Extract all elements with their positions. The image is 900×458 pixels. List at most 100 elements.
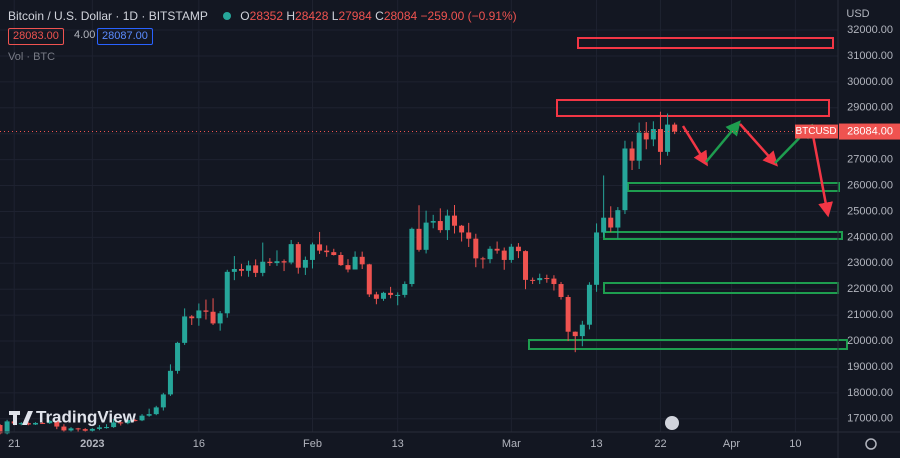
ask-button[interactable]: 28087.00 xyxy=(97,28,153,45)
currency: USD xyxy=(846,8,869,20)
candle-body xyxy=(196,310,202,319)
candle-body xyxy=(636,132,642,161)
candle-body xyxy=(444,215,450,231)
candle-body xyxy=(89,428,95,431)
candle-body xyxy=(153,407,159,415)
ohlc-value: 28084 xyxy=(383,9,418,23)
candle-body xyxy=(594,232,600,285)
y-tick-label: 19000.00 xyxy=(847,361,893,373)
y-tick-label: 29000.00 xyxy=(847,102,893,114)
candle-body xyxy=(260,261,266,273)
support-zone[interactable] xyxy=(627,182,840,192)
resistance-zone[interactable] xyxy=(577,37,834,49)
candle-body xyxy=(345,265,351,270)
candle-body xyxy=(622,148,628,211)
spread: 4.00 xyxy=(74,29,96,41)
candle-body xyxy=(672,124,678,132)
candle-body xyxy=(388,292,394,295)
candle-body xyxy=(104,427,110,429)
candle-body xyxy=(125,420,131,424)
y-tick-label: 26000.00 xyxy=(847,179,893,191)
x-tick-label: 10 xyxy=(789,438,801,450)
candle-body xyxy=(309,244,315,260)
symbol[interactable]: Bitcoin / U.S. Dollar · 1D · BITSTAMP xyxy=(8,9,208,23)
candle-body xyxy=(416,228,422,250)
candle-body xyxy=(33,422,39,425)
candle-body xyxy=(68,428,74,431)
symbol-tag-box xyxy=(795,124,838,139)
status-dot xyxy=(222,12,231,20)
support-zone[interactable] xyxy=(603,231,843,240)
arrow xyxy=(705,120,741,163)
bid-button[interactable]: 28083.00 xyxy=(8,28,64,45)
candle-body xyxy=(54,420,60,427)
y-tick-label: 30000.00 xyxy=(847,76,893,88)
candle-body xyxy=(18,423,24,425)
arrow xyxy=(810,129,833,218)
candle-body xyxy=(324,250,330,253)
candle-body xyxy=(515,246,521,252)
y-tick-label: 20000.00 xyxy=(847,335,893,347)
candle-body xyxy=(565,296,571,332)
ohlc-value: 27984 xyxy=(338,9,372,23)
resistance-zone[interactable] xyxy=(556,99,830,117)
candle-body xyxy=(61,426,67,431)
candle-body xyxy=(373,294,379,299)
candle-body xyxy=(75,428,81,430)
candle-body xyxy=(657,129,663,152)
candle-body xyxy=(139,415,145,421)
candle-body xyxy=(665,124,671,152)
support-zone[interactable] xyxy=(528,339,848,350)
candle-body xyxy=(508,246,514,260)
candle-body xyxy=(572,331,578,337)
y-tick-label: 17000.00 xyxy=(847,413,893,425)
candle-body xyxy=(359,256,365,265)
candle-body xyxy=(231,268,237,272)
y-tick-label: 23000.00 xyxy=(847,257,893,269)
change: −259.00 (−0.91%) xyxy=(420,9,517,23)
candle-body xyxy=(480,258,486,260)
candle-body xyxy=(423,222,429,250)
candle-body xyxy=(544,278,550,280)
candle-body xyxy=(409,228,415,285)
candle-body xyxy=(238,268,244,271)
x-tick-label: Mar xyxy=(502,438,521,450)
y-tick-label: 32000.00 xyxy=(847,24,893,36)
candle-body xyxy=(459,225,465,233)
candle-body xyxy=(224,271,230,314)
candle-body xyxy=(132,420,138,422)
arrow xyxy=(739,123,778,167)
support-zone[interactable] xyxy=(603,282,839,294)
candle-body xyxy=(523,251,529,280)
x-tick-label: 16 xyxy=(193,438,205,450)
settings-button[interactable] xyxy=(865,438,877,450)
candle-body xyxy=(47,420,53,424)
candle-body xyxy=(182,316,188,343)
x-tick-label: 21 xyxy=(8,438,20,450)
candle-body xyxy=(466,232,472,239)
candle-body xyxy=(643,132,649,140)
candle-body xyxy=(0,425,3,434)
price-label: 28084.00 xyxy=(847,125,893,137)
volume-label: Vol · BTC xyxy=(8,51,56,63)
y-tick-label: 24000.00 xyxy=(847,231,893,243)
arrow xyxy=(681,125,708,167)
candle-body xyxy=(601,217,607,233)
candle-body xyxy=(203,310,209,312)
ohlc-label: C xyxy=(375,9,384,23)
header: Bitcoin / U.S. Dollar · 1D · BITSTAMP O2… xyxy=(8,9,517,23)
candle-body xyxy=(288,244,294,263)
y-tick-label: 21000.00 xyxy=(847,309,893,321)
candle-body xyxy=(295,244,301,268)
y-tick-label: 31000.00 xyxy=(847,50,893,62)
brand: TradingView xyxy=(36,407,137,426)
y-tick-label: 18000.00 xyxy=(847,387,893,399)
event-icon[interactable] xyxy=(665,416,679,430)
candle-body xyxy=(160,394,166,408)
candle-body xyxy=(430,221,436,223)
ohlc-label: L xyxy=(331,9,339,23)
candle-body xyxy=(366,264,372,295)
candle-body xyxy=(452,215,458,226)
